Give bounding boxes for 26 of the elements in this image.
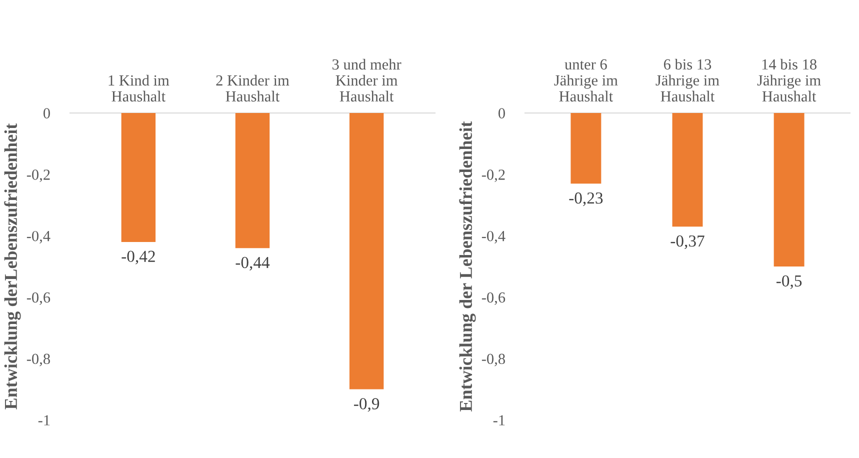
x-tick-label: 14 bis 18 Jährige im Haushalt [757, 58, 821, 102]
data-label: -0,5 [776, 275, 802, 289]
y-axis-title: Entwicklung der Lebenszufriedenheit [459, 121, 476, 412]
x-tick-label: 6 bis 13 Jährige im Haushalt [656, 58, 720, 102]
y-tick-label: -1 [493, 415, 505, 426]
y-tick-label: 0 [44, 108, 50, 118]
y-tick-label: -0,2 [26, 170, 50, 182]
y-tick-label: -0,4 [482, 230, 506, 244]
x-tick-label: unter 6 Jährige im Haushalt [554, 59, 618, 102]
y-tick-label: -0,8 [482, 354, 505, 366]
y-axis-title: Entwicklung derLebenszufriedenheit [4, 123, 21, 410]
y-tick-label: -0,8 [26, 354, 50, 366]
data-label: -0,42 [122, 250, 155, 264]
y-tick-label: -1 [38, 415, 50, 426]
data-label: -0,37 [670, 235, 704, 250]
y-tick-label: 0 [498, 108, 505, 118]
data-label: -0,44 [236, 256, 270, 271]
y-tick-label: -0,2 [482, 170, 505, 182]
y-tick-label: -0,6 [482, 292, 506, 305]
x-tick-label: 1 Kind im Haushalt [108, 74, 170, 102]
data-label: -0,23 [569, 192, 603, 206]
x-tick-label: 3 und mehr Kinder im Haushalt [332, 58, 402, 102]
y-tick-label: -0,4 [26, 230, 50, 244]
x-tick-label: 2 Kinder im Haushalt [216, 74, 290, 102]
data-label: -0,9 [354, 398, 380, 412]
y-tick-label: -0,6 [26, 292, 50, 305]
